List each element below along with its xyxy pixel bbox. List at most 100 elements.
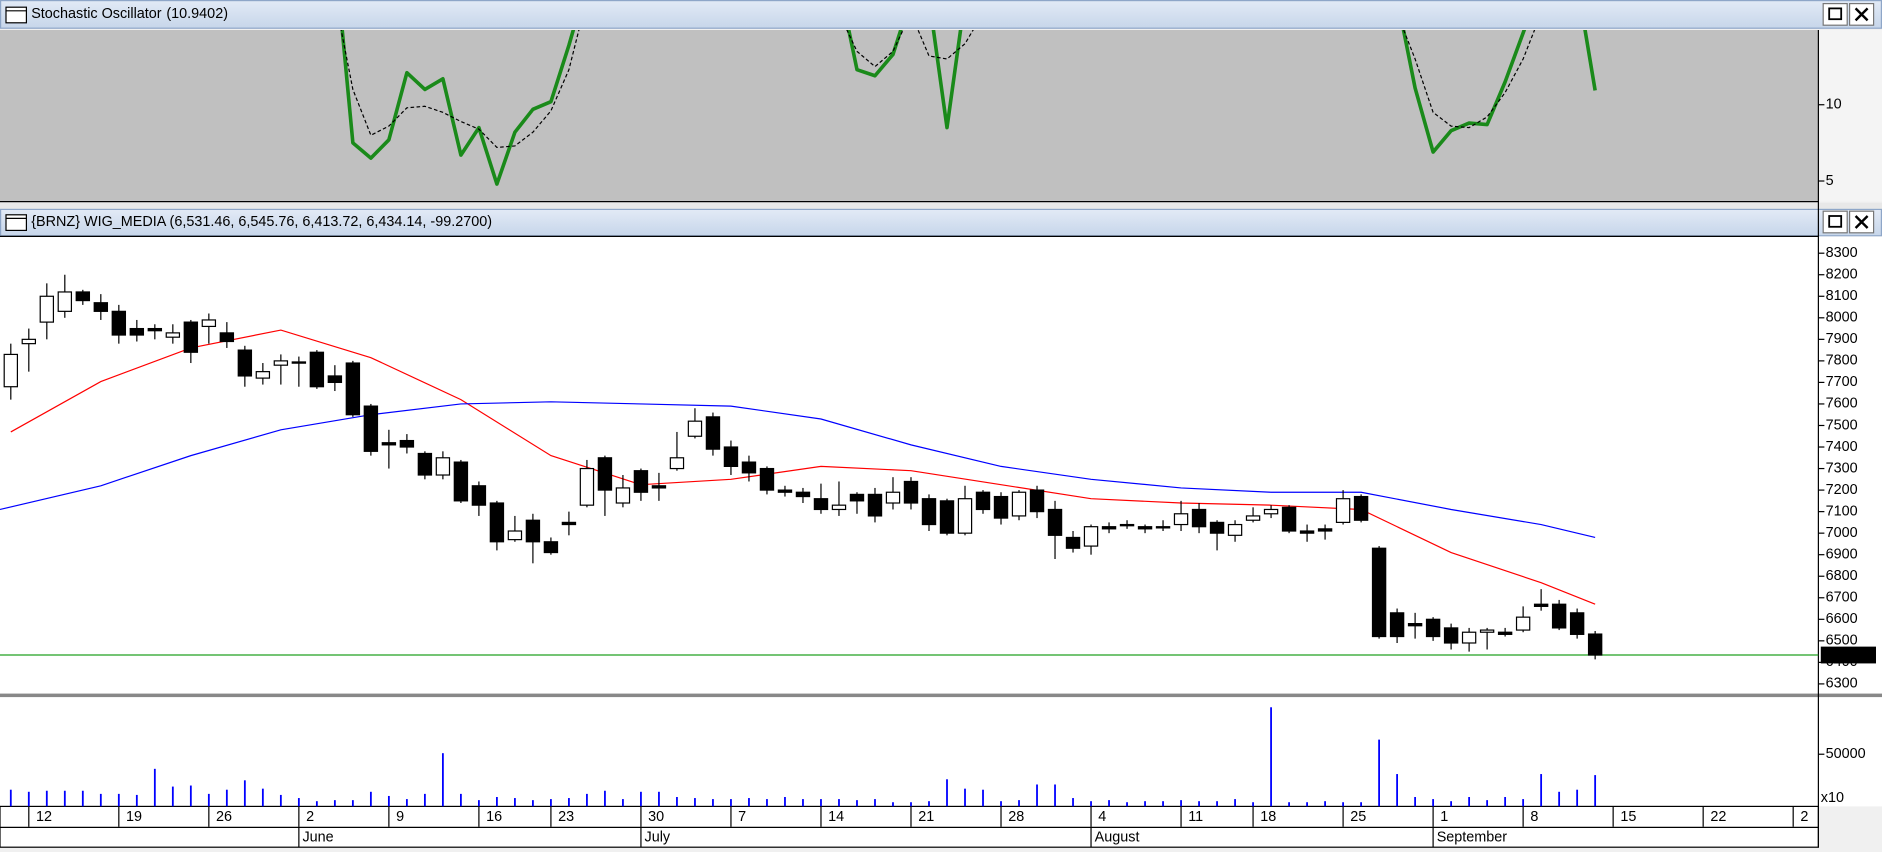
candle-body (1083, 526, 1099, 547)
volume-bar (153, 768, 156, 807)
candle-body (1173, 513, 1189, 526)
volume-bar (586, 793, 588, 807)
volume-bar (838, 799, 840, 807)
volume-bar (333, 800, 336, 807)
candle-body (1317, 528, 1333, 532)
candle-body (1263, 508, 1279, 515)
candle-body (687, 420, 703, 437)
y-tick-label: 10 (1826, 97, 1842, 113)
candle-body (1533, 603, 1549, 607)
volume-bar (405, 799, 408, 807)
x-tick-label: 15 (1620, 809, 1636, 825)
axis-area (1818, 697, 1882, 807)
volume-bar (423, 793, 426, 807)
candle-body (363, 405, 379, 452)
volume-bar (1126, 802, 1128, 807)
x-tick-label: 21 (918, 809, 934, 825)
volume-bar (459, 793, 462, 807)
volume-bar (243, 780, 246, 807)
candle-body (633, 470, 649, 493)
x-tick-label: 28 (1008, 809, 1024, 825)
y-tick-label: 8100 (1826, 288, 1858, 304)
month-label: July (645, 829, 671, 845)
candle-body (1191, 508, 1207, 528)
x-tick-label: 7 (738, 809, 746, 825)
candle-body (1155, 526, 1171, 529)
stochastic-line (340, 30, 1536, 149)
volume-bar (441, 753, 444, 807)
candle-body (129, 327, 145, 336)
last-price-box (1820, 646, 1876, 664)
candle-body (1101, 526, 1117, 530)
volume-bar (946, 779, 948, 807)
plot-layer (0, 274, 1819, 660)
candle-body (1047, 508, 1063, 536)
volume-bar (1558, 791, 1561, 807)
candle-body (813, 498, 829, 511)
axis-area (1818, 236, 1882, 694)
stochastic-line (340, 30, 1597, 186)
candle-body (453, 461, 469, 502)
volume-bar (1054, 784, 1056, 807)
volume-bar (117, 793, 120, 807)
candle-body (237, 349, 253, 377)
candle-body (1011, 491, 1027, 517)
candle-body (1443, 627, 1459, 644)
month-label: June (302, 829, 333, 845)
candle-body (291, 361, 307, 364)
volume-bar (568, 798, 570, 807)
volume-bar (1234, 799, 1236, 807)
month-label: August (1095, 829, 1140, 845)
y-tick-label: 5 (1826, 173, 1834, 189)
close-button[interactable] (1848, 3, 1875, 26)
volume-bar (261, 788, 264, 807)
x-tick-label: 12 (36, 809, 52, 825)
volume-bar (9, 789, 12, 807)
volume-bar (1108, 800, 1110, 807)
candle-body (1299, 530, 1315, 534)
volume-bar (1576, 789, 1579, 807)
candle-body (831, 504, 847, 511)
x-tick-label: 2 (306, 809, 314, 825)
close-button[interactable] (1848, 210, 1875, 234)
candle-body (1209, 521, 1225, 534)
y-tick-label: 7100 (1826, 503, 1858, 519)
volume-bar (982, 789, 984, 807)
volume-bar (1450, 801, 1453, 807)
x-tick-label: 4 (1098, 809, 1106, 825)
candle-body (1119, 523, 1135, 527)
candle-body (993, 495, 1009, 519)
volume-bar (1162, 801, 1164, 807)
y-tick-label: 8200 (1826, 267, 1858, 283)
y-tick-label: 7400 (1826, 439, 1858, 455)
candle-body (1137, 526, 1153, 530)
volume-bar (387, 795, 390, 807)
volume-bar (658, 791, 660, 807)
candle-body (309, 351, 325, 388)
maximize-button[interactable] (1822, 210, 1848, 234)
volume-bar (1216, 801, 1218, 807)
candle-body (741, 461, 757, 474)
volume-bar (1396, 774, 1398, 807)
y-tick-label: 6700 (1826, 590, 1858, 606)
plot-area (0, 30, 1819, 202)
y-tick-label: 50000 (1826, 746, 1866, 762)
candle-body (1029, 489, 1045, 513)
volume-bar (1504, 797, 1507, 807)
candle-body (885, 491, 901, 504)
volume-bar (45, 790, 48, 807)
volume-bar (820, 799, 822, 807)
candle-body (777, 489, 793, 493)
volume-bar (622, 799, 624, 807)
candle-body (21, 338, 37, 345)
volume-bar (874, 799, 876, 807)
volume-bar (1486, 800, 1489, 807)
y-tick-label: 8000 (1826, 310, 1858, 326)
x-tick-label: 9 (396, 809, 404, 825)
volume-bar (225, 789, 228, 807)
candle-body (255, 371, 271, 379)
candle-body (1497, 631, 1513, 635)
x-tick-label: 1 (1440, 809, 1448, 825)
maximize-button[interactable] (1822, 3, 1848, 26)
